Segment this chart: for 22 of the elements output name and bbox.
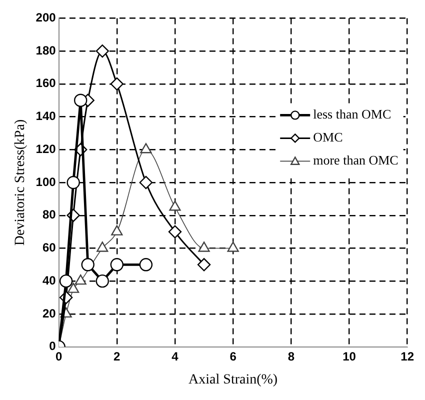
x-tick-label: 6 bbox=[230, 349, 237, 364]
y-tick-label: 0 bbox=[49, 339, 56, 354]
y-axis-title: Deviatoric Stress(kPa) bbox=[13, 118, 28, 246]
y-tick-label: 80 bbox=[42, 208, 56, 222]
legend-label: more than OMC bbox=[313, 152, 398, 168]
x-tick-label: 12 bbox=[400, 349, 414, 364]
y-tick-label: 20 bbox=[42, 306, 56, 320]
legend-label: less than OMC bbox=[313, 106, 392, 122]
y-tick-label: 160 bbox=[36, 76, 56, 90]
x-axis-title: Axial Strain(%) bbox=[188, 372, 278, 388]
y-tick-label: 100 bbox=[36, 174, 56, 189]
x-tick-label: 4 bbox=[172, 349, 179, 364]
x-tick-label: 2 bbox=[114, 349, 121, 364]
legend-label: OMC bbox=[313, 130, 343, 145]
y-tick-label: 40 bbox=[42, 273, 56, 288]
y-tick-label: 140 bbox=[36, 109, 56, 124]
y-tick-label: 120 bbox=[36, 142, 56, 156]
y-tick-label: 200 bbox=[36, 10, 56, 25]
y-tick-label: 180 bbox=[36, 43, 56, 58]
y-tick-label: 60 bbox=[42, 240, 56, 255]
x-tick-label: 10 bbox=[342, 349, 356, 364]
x-tick-label: 8 bbox=[288, 349, 295, 364]
